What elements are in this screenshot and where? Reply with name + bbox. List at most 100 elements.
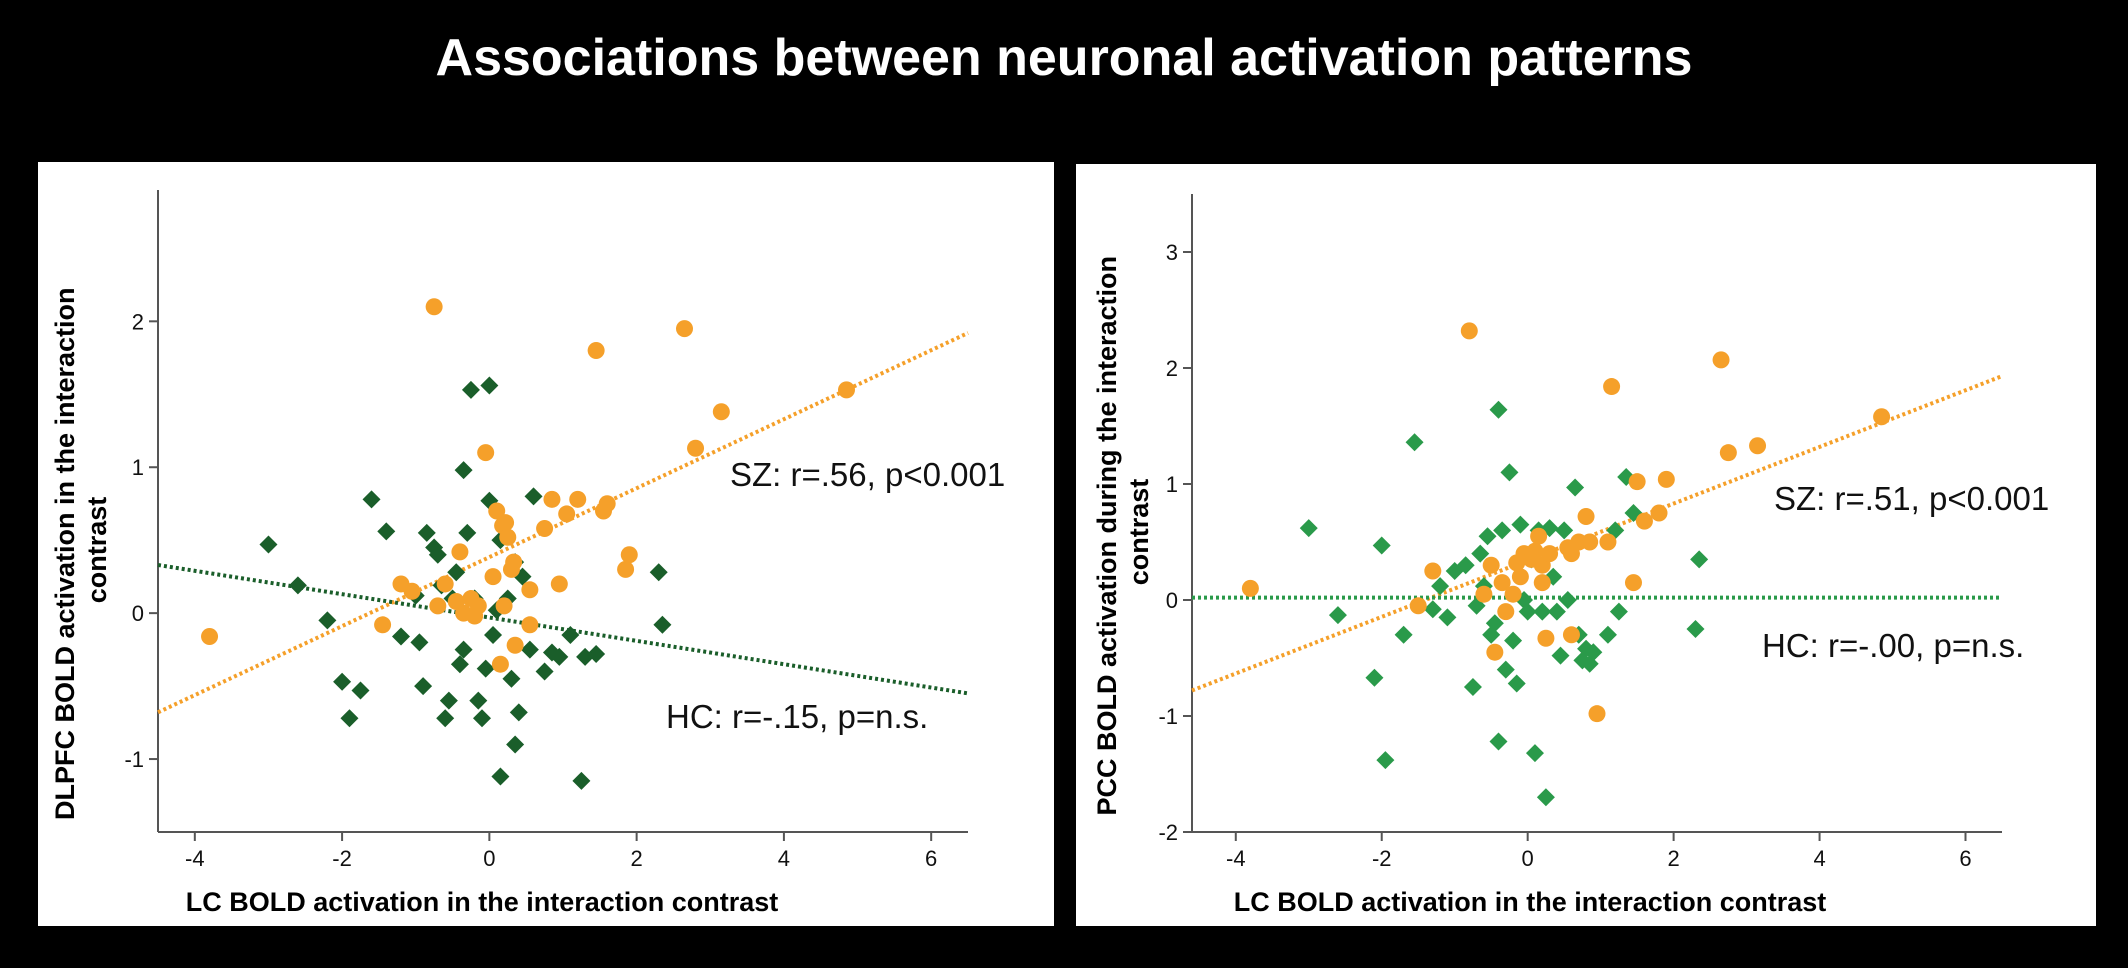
data-point-sz [587, 342, 605, 359]
data-point-hc [392, 627, 410, 646]
data-point-hc [340, 709, 359, 728]
data-point-sz [1873, 408, 1891, 426]
data-point-hc [1471, 544, 1490, 563]
data-point-hc [288, 576, 307, 595]
data-point-hc [653, 615, 672, 634]
data-point-hc [1482, 625, 1501, 644]
data-point-hc [414, 677, 433, 696]
data-point-hc [1485, 614, 1504, 633]
data-point-hc [1365, 668, 1384, 687]
data-point-hc [476, 659, 495, 678]
data-point-sz [521, 616, 539, 634]
data-point-sz [687, 439, 705, 457]
data-point-hc [1423, 600, 1442, 619]
data-point-hc [561, 626, 580, 645]
data-point-hc [1544, 567, 1563, 586]
data-point-hc [572, 771, 591, 790]
data-point-hc [425, 538, 444, 557]
data-point-sz [497, 514, 515, 532]
data-point-hc [1496, 660, 1515, 679]
fit-line-sz [1191, 374, 2003, 693]
annotation-sz: SZ: r=.56, p<0.001 [730, 456, 1005, 493]
data-point-sz [712, 403, 730, 421]
data-point-sz [1650, 504, 1668, 522]
data-point-sz [1541, 545, 1559, 563]
data-point-hc [524, 487, 543, 506]
data-point-hc [1606, 521, 1625, 540]
x-tick-label: 0 [1522, 846, 1534, 871]
data-point-sz [1486, 643, 1504, 661]
data-point-hc [484, 626, 503, 645]
data-point-sz [1657, 470, 1675, 488]
x-tick-label: 4 [778, 846, 790, 871]
data-point-sz [536, 520, 554, 538]
data-point-hc [1489, 400, 1508, 419]
data-point-hc [318, 611, 337, 630]
data-point-hc [461, 380, 480, 399]
data-point-hc [473, 709, 491, 728]
data-point-sz [505, 553, 523, 571]
data-point-sz [1475, 585, 1493, 603]
data-point-hc [1518, 602, 1537, 621]
data-point-hc [1533, 602, 1552, 621]
data-point-sz [569, 490, 587, 508]
data-point-hc [428, 545, 447, 564]
data-point-sz [1493, 574, 1511, 592]
data-point-sz [1537, 629, 1555, 647]
data-point-sz [1497, 603, 1515, 621]
data-point-sz [1719, 444, 1737, 462]
data-point-sz [1624, 574, 1642, 592]
data-point-sz [1562, 626, 1580, 644]
plot-area: -4 -2 0 2 4 6 -1 0 1 2 [124, 190, 969, 871]
data-point-hc [506, 735, 525, 754]
annotation-hc: HC: r=-.15, p=n.s. [666, 698, 928, 735]
data-point-hc [491, 767, 510, 786]
data-point-hc [487, 601, 506, 620]
data-point-hc [362, 490, 381, 509]
data-point-hc [351, 681, 370, 700]
data-point-hc [535, 662, 554, 681]
data-point-sz [617, 560, 635, 578]
y-tick-label: -1 [124, 747, 144, 772]
data-point-hc [1558, 591, 1577, 609]
y-tick-label: 2 [132, 309, 144, 334]
fit-line-hc [157, 563, 969, 696]
data-point-sz [429, 597, 447, 615]
data-point-sz [506, 636, 524, 654]
x-tick-label: -2 [332, 846, 352, 871]
data-point-hc [1551, 646, 1570, 665]
data-point-hc [1394, 625, 1413, 644]
data-point-hc [1547, 602, 1566, 621]
data-point-sz [374, 616, 392, 634]
y-axis-label-line1: PCC BOLD activation during the interacti… [1092, 256, 1122, 816]
y-tick-label: 1 [1166, 472, 1178, 497]
data-point-sz [477, 444, 495, 462]
data-point-hc [450, 655, 469, 674]
y-axis-label: PCC BOLD activation during the interacti… [1092, 248, 1154, 815]
data-point-sz [620, 546, 638, 564]
data-point-hc [550, 647, 569, 666]
data-point-sz [1628, 473, 1646, 491]
data-point-hc [458, 523, 477, 542]
data-point-hc [454, 640, 473, 659]
y-tick-label: 3 [1166, 240, 1178, 265]
data-point-hc [259, 535, 278, 554]
data-point-hc [1624, 504, 1643, 522]
data-point-hc [576, 647, 595, 666]
data-point-sz [1712, 351, 1730, 369]
data-point-sz [1749, 437, 1767, 455]
data-point-sz [1511, 568, 1529, 586]
data-point-hc [1493, 521, 1512, 540]
y-axis-label: DLPFC BOLD activation in the interaction… [50, 280, 112, 820]
data-point-hc [417, 523, 436, 542]
chart-panel-pcc: LC BOLD activation in the interaction co… [1076, 164, 2096, 926]
data-point-hc [1511, 515, 1530, 534]
data-point-sz [1504, 585, 1522, 603]
data-point-hc [1372, 536, 1391, 555]
x-tick-label: 0 [483, 846, 495, 871]
data-point-sz [1603, 378, 1621, 396]
data-point-sz [491, 655, 509, 673]
data-point-hc [377, 522, 396, 541]
data-point-hc [1299, 519, 1318, 538]
y-axis-label-line2: contrast [82, 497, 112, 604]
